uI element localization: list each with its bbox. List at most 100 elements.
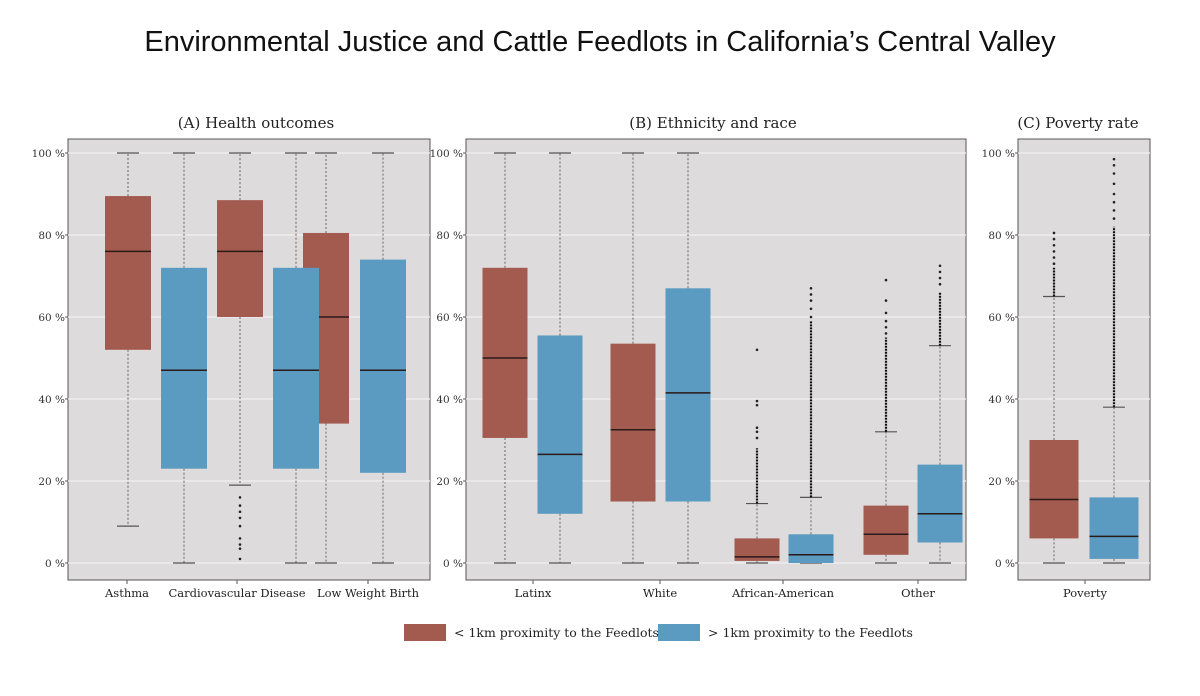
panel-3: 0 % 20 % 40 % 60 % 80 % 100 % (C) Poverty rate… [982, 114, 1151, 600]
box-near [105, 152, 151, 527]
y-tick-label: 0 % [995, 558, 1015, 570]
outlier-point [938, 276, 942, 280]
box-iqr [610, 343, 656, 502]
outlier-point [884, 325, 888, 329]
outlier-point [884, 311, 888, 315]
outlier-point [884, 332, 888, 335]
box-iqr [360, 259, 406, 473]
legend-label-near: < 1km proximity to the Feedlots [454, 625, 659, 640]
legend-swatch-far [658, 624, 700, 641]
box-near [1029, 231, 1079, 564]
outlier-point [238, 504, 242, 507]
box-iqr [105, 196, 151, 350]
chart-title: Environmental Justice and Cattle Feedlot… [144, 26, 1056, 58]
outlier-point [884, 278, 888, 282]
category-label: White [643, 586, 678, 600]
outlier-point [809, 307, 813, 311]
panel-2: 0 % 20 % 40 % 60 % 80 % 100 % (B) Ethnicity an… [430, 114, 967, 600]
legend: < 1km proximity to the Feedlots > 1km pr… [0, 624, 1200, 646]
box-iqr [537, 335, 583, 514]
outlier-point [1112, 200, 1116, 204]
box-iqr [665, 288, 711, 502]
box-far [273, 152, 319, 564]
box-far [917, 264, 963, 564]
panel-title: (C) Poverty rate [1017, 114, 1138, 132]
outlier-point [755, 426, 759, 430]
outlier-point [809, 315, 813, 319]
outlier-point [884, 299, 888, 302]
y-tick-label: 0 % [443, 558, 463, 570]
box-iqr [863, 505, 909, 555]
outlier-point [1052, 231, 1056, 235]
legend-item-far: > 1km proximity to the Feedlots [658, 624, 913, 641]
outlier-point [1052, 237, 1056, 241]
box-iqr [1089, 497, 1139, 559]
outlier-point [238, 557, 242, 561]
legend-swatch-near [404, 624, 446, 641]
category-label: Low Weight Birth [317, 586, 420, 600]
box-near [217, 152, 263, 561]
outlier-point [238, 537, 242, 540]
outlier-point [938, 270, 942, 274]
y-tick-label: 60 % [988, 312, 1015, 324]
y-tick-label: 80 % [38, 230, 65, 242]
box-iqr [1029, 440, 1079, 539]
box-near [610, 152, 656, 564]
category-label: Latinx [515, 586, 552, 600]
y-tick-label: 40 % [436, 394, 463, 406]
y-tick-label: 80 % [436, 230, 463, 242]
box-near [482, 152, 528, 564]
y-tick-label: 40 % [988, 394, 1015, 406]
outlier-point [238, 547, 242, 550]
outlier-point [1112, 217, 1116, 220]
outlier-point [755, 403, 759, 407]
y-tick-label: 40 % [38, 394, 65, 406]
box-iqr [917, 464, 963, 543]
y-tick-label: 100 % [430, 148, 463, 160]
box-far [537, 152, 583, 564]
outlier-point [809, 293, 813, 296]
box-far [788, 287, 834, 564]
panel-title: (A) Health outcomes [178, 114, 334, 132]
y-tick-label: 0 % [45, 558, 65, 570]
box-iqr [161, 267, 207, 469]
category-label: Other [901, 586, 935, 600]
outlier-point [755, 436, 759, 440]
box-far [665, 152, 711, 564]
outlier-point [755, 399, 759, 403]
outlier-point [1112, 209, 1116, 212]
outlier-point [1112, 182, 1116, 186]
y-tick-label: 20 % [988, 476, 1015, 488]
box-far [161, 152, 207, 564]
outlier-point [1052, 243, 1056, 247]
outlier-point [809, 299, 813, 302]
y-tick-label: 60 % [436, 312, 463, 324]
box-far [360, 152, 406, 564]
legend-item-near: < 1km proximity to the Feedlots [404, 624, 659, 641]
legend-label-far: > 1km proximity to the Feedlots [708, 625, 913, 640]
box-far [1089, 157, 1139, 564]
outlier-point [238, 510, 242, 514]
outlier-point [1052, 256, 1056, 259]
outlier-point [238, 516, 242, 520]
outlier-point [1052, 250, 1056, 253]
category-label: Poverty [1063, 586, 1108, 600]
y-tick-label: 100 % [32, 148, 65, 160]
y-tick-label: 20 % [38, 476, 65, 488]
outlier-point [938, 264, 942, 268]
outlier-point [238, 543, 242, 546]
outlier-point [1052, 262, 1056, 266]
box-near [863, 278, 909, 564]
category-label: African-American [731, 586, 835, 600]
category-label: Cardiovascular Disease [168, 586, 305, 600]
category-label: Asthma [104, 586, 149, 600]
outlier-point [755, 348, 759, 352]
box-iqr [273, 267, 319, 469]
box-iqr [734, 538, 780, 561]
outlier-point [938, 282, 942, 286]
box-iqr [217, 200, 263, 317]
y-tick-label: 20 % [436, 476, 463, 488]
panel-title: (B) Ethnicity and race [629, 114, 797, 132]
box-near [734, 348, 780, 564]
